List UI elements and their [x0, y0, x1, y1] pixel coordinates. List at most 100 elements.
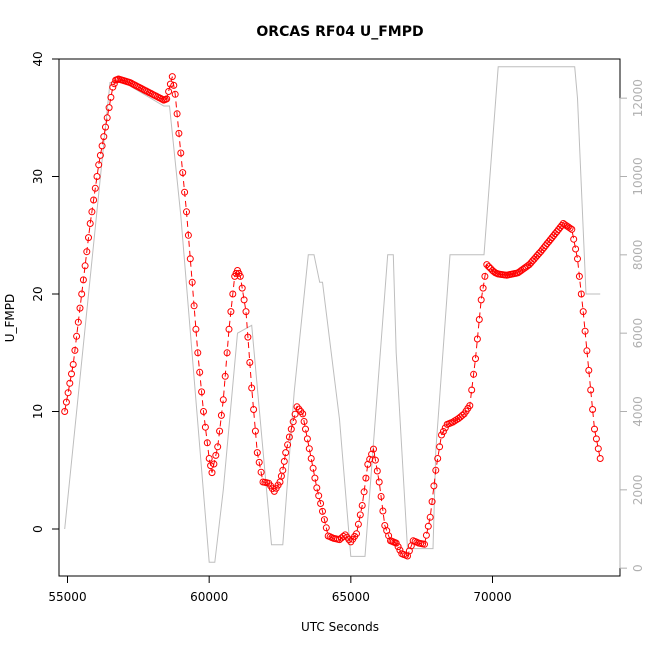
data-point [79, 276, 87, 284]
data-point [217, 411, 225, 419]
data-point [194, 349, 202, 357]
data-point [371, 456, 379, 464]
y-tick-label: 40 [31, 51, 45, 66]
data-point [434, 455, 442, 462]
data-point [339, 532, 347, 540]
data-point [373, 467, 381, 475]
data-point [345, 536, 353, 544]
data-point [356, 511, 364, 519]
data-point [78, 290, 86, 298]
data-point [481, 272, 489, 280]
data-point [105, 104, 113, 112]
data-point [428, 498, 436, 506]
data-point [208, 469, 216, 477]
data-point [188, 278, 196, 286]
data-point [100, 133, 108, 141]
data-point [472, 355, 479, 363]
data-point [535, 250, 543, 257]
data-point [221, 372, 229, 380]
data-point [61, 408, 69, 415]
data-point [303, 435, 311, 443]
data-point [449, 418, 457, 426]
data-point [207, 462, 215, 470]
data-point [205, 455, 213, 462]
data-point [171, 90, 179, 98]
data-point [285, 433, 293, 441]
data-point [305, 445, 313, 453]
y2-tick-label: 2000 [631, 475, 645, 506]
data-point [219, 396, 227, 404]
y2-tick-label: 12000 [631, 79, 645, 117]
data-point [88, 208, 96, 216]
data-point [257, 468, 265, 476]
data-point [200, 408, 207, 415]
plot-frame [58, 58, 621, 577]
data-point [566, 224, 574, 232]
secondary-series-layer [64, 66, 601, 563]
data-point [424, 522, 432, 530]
data-point [594, 445, 602, 453]
data-point [203, 439, 211, 447]
data-point [279, 466, 287, 474]
data-point [287, 425, 295, 433]
data-point [183, 208, 190, 216]
data-point [315, 492, 323, 500]
data-point [69, 361, 77, 368]
data-point [583, 347, 591, 355]
data-point [177, 149, 185, 157]
data-point [95, 161, 103, 169]
y2-tick-label: 6000 [631, 318, 645, 349]
data-point [103, 114, 111, 122]
data-point [225, 325, 233, 333]
chart-title: ORCAS RF04 U_FMPD [256, 24, 423, 40]
data-point [62, 398, 70, 406]
data-point [394, 543, 402, 551]
y2-tick-label: 8000 [631, 240, 645, 271]
data-point [451, 417, 459, 425]
primary-series-layer [61, 73, 604, 560]
y2-tick-label: 10000 [631, 157, 645, 195]
data-point [250, 406, 258, 413]
y-tick-label: 10 [31, 404, 45, 419]
data-point [175, 129, 183, 137]
data-point [309, 464, 317, 472]
y-tick-label: 30 [31, 169, 45, 184]
data-point [181, 188, 189, 196]
secondary-series-line [64, 66, 601, 563]
data-point [300, 418, 308, 425]
data-point [568, 225, 576, 233]
data-point [96, 151, 104, 159]
data-point [196, 368, 204, 376]
data-point [98, 142, 106, 150]
data-point [592, 435, 600, 443]
data-point [320, 516, 328, 524]
data-point [284, 441, 292, 449]
data-point [475, 316, 483, 323]
data-point [190, 302, 198, 310]
data-point [466, 402, 474, 410]
data-point [242, 308, 250, 316]
data-point [587, 386, 595, 394]
data-point [74, 318, 82, 326]
data-point [360, 488, 368, 496]
data-point [313, 484, 321, 492]
data-point [438, 431, 445, 439]
data-point [64, 389, 72, 397]
data-point [529, 257, 537, 265]
y-axis-label: U_FMPD [3, 294, 17, 343]
data-point [66, 379, 74, 387]
data-point [165, 88, 173, 95]
data-point [574, 255, 581, 263]
data-point [579, 308, 587, 316]
data-point [302, 425, 309, 433]
data-point [240, 296, 248, 304]
data-point [102, 123, 109, 131]
x-tick-label: 65000 [332, 590, 370, 604]
data-point [436, 443, 444, 451]
data-point [216, 427, 224, 435]
data-point [485, 263, 493, 271]
data-point [572, 245, 580, 253]
data-point [85, 234, 92, 242]
x-tick-label: 70000 [473, 590, 511, 604]
data-point [581, 327, 589, 335]
